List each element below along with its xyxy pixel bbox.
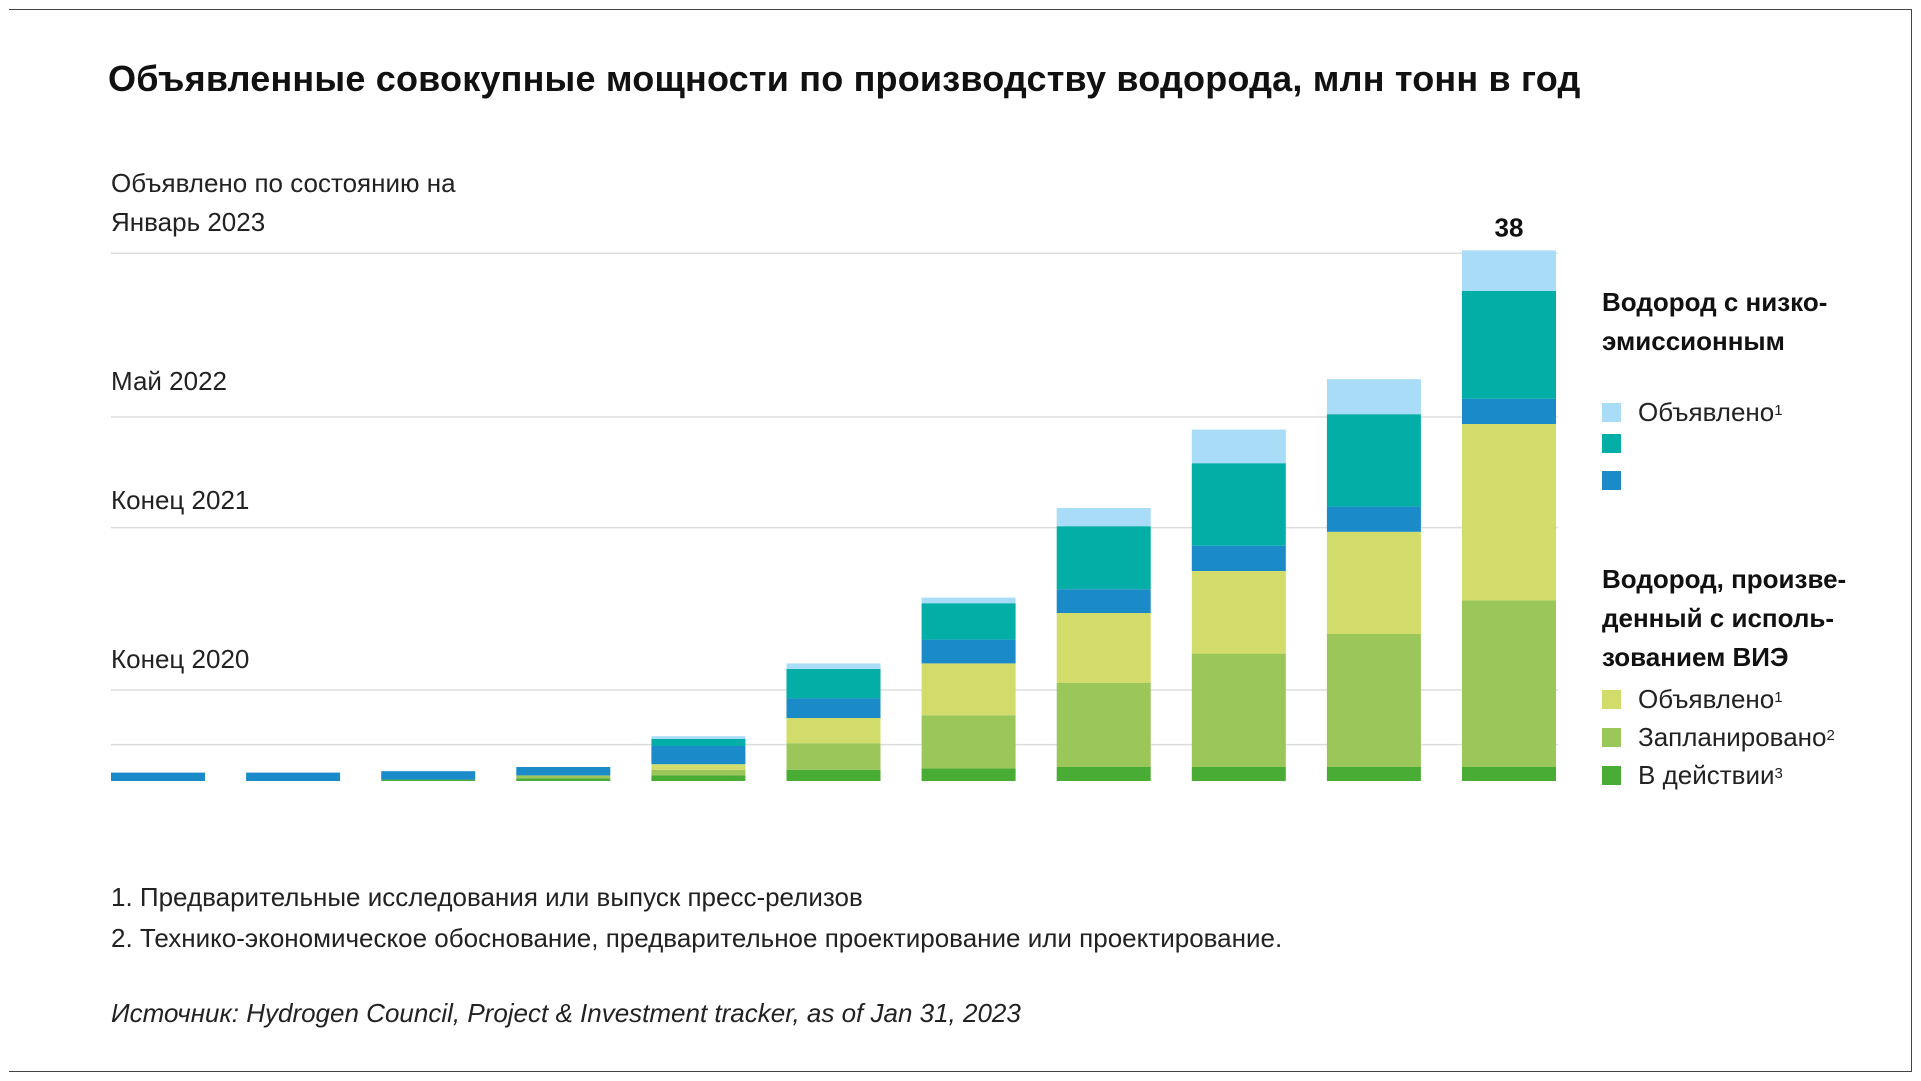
bar-segment xyxy=(651,769,746,776)
bar-segment xyxy=(921,715,1016,769)
legend-footnote-mark: 3 xyxy=(1774,764,1783,782)
legend-footnote-mark: 2 xyxy=(1826,726,1835,744)
bar-segment xyxy=(921,768,1016,781)
bar-segment xyxy=(1191,429,1286,464)
bar-segment xyxy=(651,775,746,781)
bar-segment xyxy=(1056,589,1151,613)
bar-segment xyxy=(651,736,746,739)
legend-item-renewable-planned: Запланировано 2 xyxy=(1602,721,1835,753)
bar-segment xyxy=(1326,506,1421,532)
bar-segment xyxy=(1462,424,1556,601)
legend-swatch xyxy=(1602,689,1621,709)
bar-segment xyxy=(786,769,881,781)
bar-segment xyxy=(921,639,1016,664)
bar-segment xyxy=(786,743,881,770)
bar-segment xyxy=(1326,379,1421,415)
legend-title-line: Водород, произве- xyxy=(1602,564,1847,594)
bar-segment xyxy=(1462,398,1556,424)
bar-segment xyxy=(1056,526,1151,590)
bar-segment xyxy=(921,597,1016,604)
bar-segment xyxy=(1462,250,1556,291)
bar-segment xyxy=(1326,634,1421,767)
legend-swatch xyxy=(1602,765,1621,785)
chart-frame xyxy=(9,9,1912,1072)
bar-segment xyxy=(1462,291,1556,399)
ref-label-jan2023-line1: Объявлено по состоянию на xyxy=(111,168,456,198)
source-note: Источник: Hydrogen Council, Project & In… xyxy=(111,998,1021,1028)
legend-swatch-blue xyxy=(1602,471,1621,490)
ref-label-end2020: Конец 2020 xyxy=(111,644,250,674)
legend-title-line: Водород с низко- xyxy=(1602,287,1828,317)
bar-segment xyxy=(786,669,881,699)
bar-segment xyxy=(1191,767,1286,781)
bar-segment xyxy=(1056,683,1151,767)
bar-segment xyxy=(381,771,476,780)
bar-segment xyxy=(651,739,746,746)
legend-footnote-mark: 1 xyxy=(1774,688,1783,706)
bar-segment xyxy=(1462,600,1556,767)
bar-segment xyxy=(1056,613,1151,683)
bar-segment xyxy=(1191,545,1286,571)
legend-item-low-emission-announced: Объявлено 1 xyxy=(1602,396,1783,428)
data-label-total: 38 xyxy=(1495,212,1524,242)
legend-swatch xyxy=(1602,727,1621,747)
legend-label: Запланировано xyxy=(1638,721,1827,752)
ref-label-jan2023-line2: Январь 2023 xyxy=(111,207,266,237)
legend-group-renewable-title: Водород, произве- денный с исполь- зован… xyxy=(1602,560,1846,677)
bar-segment xyxy=(111,772,205,781)
bar-segment xyxy=(1056,508,1151,527)
bar-segment xyxy=(1326,767,1421,781)
legend-item-renewable-operational: В действии 3 xyxy=(1602,759,1783,791)
bar-segment xyxy=(651,746,746,765)
bar-segment xyxy=(1326,414,1421,507)
legend-label: В действии xyxy=(1638,759,1775,790)
bar-segment xyxy=(516,778,611,781)
bar-segment xyxy=(921,663,1016,716)
legend-footnote-mark: 1 xyxy=(1774,401,1783,419)
bar-segment xyxy=(786,698,881,718)
legend-label: Объявлено xyxy=(1638,396,1775,427)
footnote-2: 2. Технико-экономическое обоснование, пр… xyxy=(111,923,1283,953)
ref-label-may2022: Май 2022 xyxy=(111,366,227,396)
bar-segment xyxy=(1326,531,1421,634)
bar-segment xyxy=(516,775,611,779)
legend-swatch xyxy=(1602,402,1621,422)
ref-label-end2021: Конец 2021 xyxy=(111,485,250,515)
bar-segment xyxy=(651,764,746,770)
legend-swatch-teal xyxy=(1602,434,1621,453)
legend-title-line: зованием ВИЭ xyxy=(1602,642,1789,672)
legend-label: Объявлено xyxy=(1638,683,1775,714)
bar-segment xyxy=(381,779,476,781)
bar-segment xyxy=(1056,767,1151,781)
bar-segment xyxy=(786,663,881,669)
bar-segment xyxy=(1462,767,1556,781)
bar-segment xyxy=(1191,653,1286,767)
legend-title-line: денный с исполь- xyxy=(1602,603,1835,633)
footnote-1: 1. Предварительные исследования или выпу… xyxy=(111,882,863,912)
bar-segment xyxy=(1191,571,1286,654)
legend-title-line: эмиссионным xyxy=(1602,326,1785,356)
legend-group-low-emission-title: Водород с низко- эмиссионным xyxy=(1602,283,1827,361)
bar-segment xyxy=(921,603,1016,640)
bar-segment xyxy=(1191,463,1286,546)
bar-segment xyxy=(246,772,341,781)
bar-segment xyxy=(516,767,611,776)
legend-item-renewable-announced: Объявлено 1 xyxy=(1602,683,1783,715)
chart-title: Объявленные совокупные мощности по произ… xyxy=(108,58,1581,99)
bar-segment xyxy=(786,718,881,744)
